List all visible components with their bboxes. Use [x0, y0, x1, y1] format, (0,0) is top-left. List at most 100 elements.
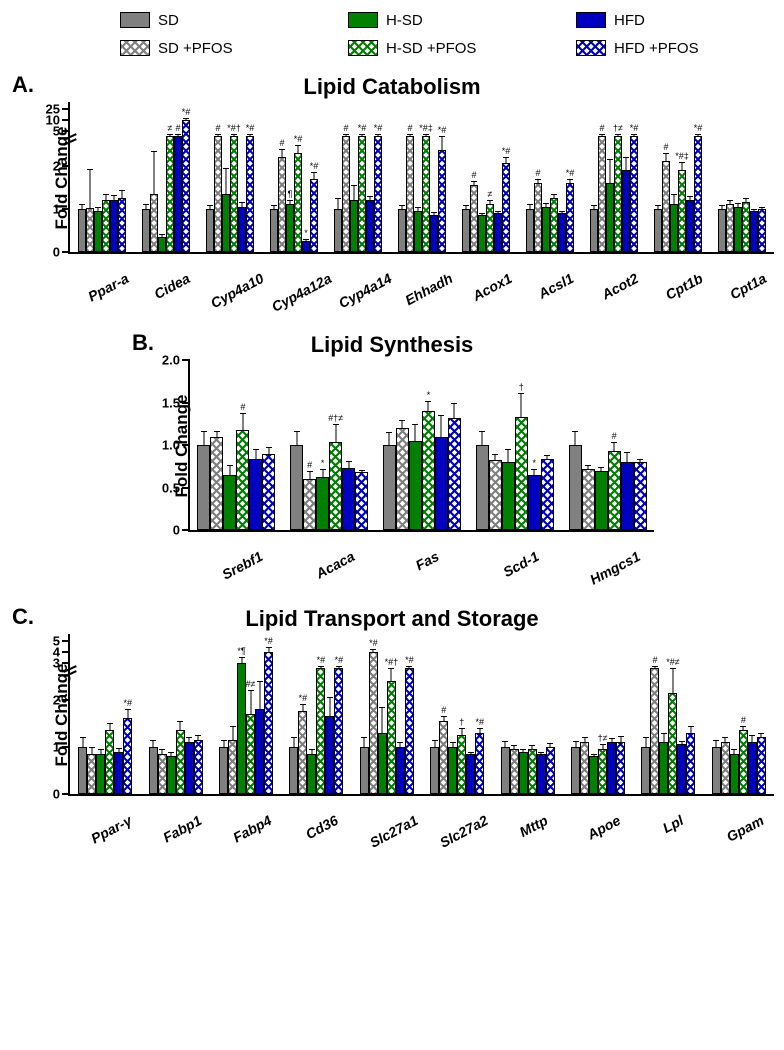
annotation: †	[459, 718, 464, 727]
bar	[757, 737, 766, 794]
ytick-label: 2	[53, 158, 60, 173]
bar: #	[650, 668, 659, 794]
annotation: †≠	[598, 734, 608, 743]
bar: *#	[182, 120, 190, 252]
annotation: *#†	[227, 124, 241, 133]
bar: *#	[298, 711, 307, 794]
annotation: #	[175, 124, 180, 133]
bar: *#	[369, 652, 378, 794]
group-Apoe: †≠Apoe	[563, 742, 633, 794]
bar	[582, 469, 595, 530]
bar: †	[515, 417, 528, 530]
panel-B-plotwrap: Fold Change 00.51.01.52.0#Srebf1#*#†≠Aca…	[188, 360, 654, 532]
bar	[270, 209, 278, 252]
legend-label-sd_pfos: SD +PFOS	[158, 40, 233, 57]
bar	[595, 471, 608, 531]
bar: *	[302, 241, 310, 252]
annotation: *#	[438, 126, 447, 135]
bar	[176, 730, 185, 794]
annotation: #	[215, 124, 220, 133]
annotation: *#	[502, 147, 511, 156]
legend-item-sd_solid: SD	[120, 8, 320, 32]
legend-swatch-hsd_solid	[348, 12, 378, 28]
bar	[210, 437, 223, 531]
bar	[590, 209, 598, 252]
bar	[206, 209, 214, 252]
bar: #	[598, 136, 606, 252]
bar	[519, 752, 528, 794]
bar	[537, 754, 546, 794]
ytick-label: 1.0	[162, 438, 180, 453]
panel-B-label: B.	[132, 330, 154, 356]
bar: *#	[246, 136, 254, 252]
bar	[686, 200, 694, 252]
bar	[541, 459, 554, 530]
annotation: ≠	[488, 190, 493, 199]
legend-swatch-sd_pfos	[120, 40, 150, 56]
panel-B-plot: 00.51.01.52.0#Srebf1#*#†≠Acaca*Fas†*Scd-…	[188, 360, 654, 532]
bar	[430, 747, 439, 794]
bar: *#	[123, 718, 132, 794]
legend-swatch-hsd_pfos	[348, 40, 378, 56]
group-Ppar-a: Ppar-a	[70, 198, 134, 252]
bar: #	[608, 451, 621, 530]
bar	[546, 747, 555, 794]
bar: *#	[694, 136, 702, 252]
group-Cpt1b: #*#‡*#Cpt1b	[646, 136, 710, 252]
bar	[430, 215, 438, 252]
bar: *#	[310, 179, 318, 252]
annotation: *¶	[237, 647, 245, 656]
bar: #	[214, 136, 222, 252]
ytick-label: 0	[53, 245, 60, 260]
bar	[502, 462, 515, 530]
bar: *#	[358, 136, 366, 252]
bar	[158, 754, 167, 794]
annotation: *	[427, 391, 431, 400]
bar	[290, 445, 303, 530]
annotation: #	[441, 706, 446, 715]
ytick-label: 1.5	[162, 395, 180, 410]
annotation: *#	[405, 656, 414, 665]
panel-C: C. Lipid Transport and Storage Fold Chan…	[10, 606, 774, 796]
bar	[721, 742, 730, 794]
bar: ¶	[286, 204, 294, 252]
bar: *#	[294, 153, 302, 252]
bar	[677, 744, 686, 794]
ytick-label: 2	[53, 692, 60, 707]
annotation: *#	[264, 637, 273, 646]
bar: *#	[438, 150, 446, 252]
bar	[110, 200, 118, 252]
bar	[476, 445, 489, 530]
bar	[307, 754, 316, 794]
group-Cyp4a14: #*#*#Cyp4a14	[326, 136, 390, 252]
bar	[360, 747, 369, 794]
bar	[670, 204, 678, 252]
ytick-label: 1	[53, 739, 60, 754]
group-Fabp1: Fabp1	[140, 730, 210, 794]
bar	[489, 460, 502, 530]
legend-item-hsd_solid: H-SD	[348, 8, 548, 32]
bar	[223, 475, 236, 530]
bar	[78, 747, 87, 794]
bar	[712, 747, 721, 794]
bar	[325, 716, 334, 794]
legend-label-hfd_solid: HFD	[614, 12, 645, 29]
annotation: *#	[369, 639, 378, 648]
group-Cpt1a: Cpt1a	[710, 202, 774, 252]
legend-swatch-hfd_solid	[576, 12, 606, 28]
annotation: #	[612, 432, 617, 441]
bar: #	[236, 430, 249, 530]
bar	[750, 211, 758, 252]
panel-A-title: Lipid Catabolism	[10, 74, 774, 100]
bar: #	[534, 183, 542, 252]
legend-label-hfd_pfos: HFD +PFOS	[614, 40, 699, 57]
bar	[634, 462, 647, 530]
bar: #≠	[246, 714, 255, 794]
panel-A-plot: 01251025Ppar-a≠#*#Cidea#*#†*#Cyp4a10#¶*#…	[68, 102, 774, 254]
legend: SDH-SDHFDSD +PFOSH-SD +PFOSHFD +PFOS	[120, 8, 784, 60]
annotation: ¶	[288, 190, 293, 199]
bar	[621, 462, 634, 530]
bar	[383, 445, 396, 530]
legend-label-sd_solid: SD	[158, 12, 179, 29]
bar: #	[174, 136, 182, 252]
